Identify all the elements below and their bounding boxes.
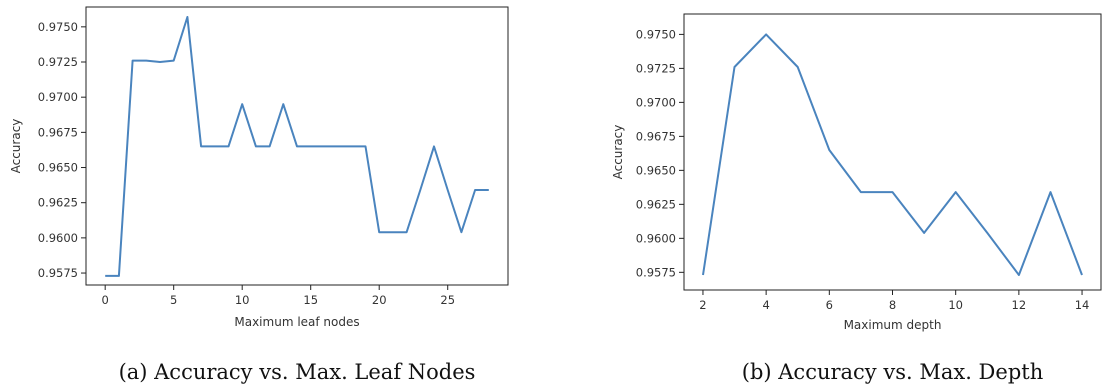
y-tick-label: 0.9675 bbox=[636, 129, 676, 143]
y-tick-label: 0.9625 bbox=[38, 196, 78, 210]
y-tick-label: 0.9600 bbox=[636, 231, 676, 245]
y-tick-label: 0.9725 bbox=[636, 61, 676, 75]
y-tick-label: 0.9700 bbox=[38, 90, 78, 104]
y-axis-label: Accuracy bbox=[9, 119, 23, 174]
x-tick-label: 12 bbox=[1012, 298, 1027, 312]
x-tick-label: 6 bbox=[826, 298, 833, 312]
x-tick-label: 15 bbox=[303, 293, 318, 307]
x-axis-label: Maximum leaf nodes bbox=[234, 315, 359, 329]
plot-frame bbox=[85, 6, 509, 286]
x-tick-label: 25 bbox=[440, 293, 455, 307]
y-tick-label: 0.9750 bbox=[38, 20, 78, 34]
chart-panel-b: 0.9575 0.9600 0.9625 0.9650 0.9675 0.9700 0.97… bbox=[611, 13, 1102, 384]
y-tick-label: 0.9650 bbox=[636, 163, 676, 177]
y-tick-label: 0.9575 bbox=[38, 266, 78, 280]
x-tick-label: 8 bbox=[889, 298, 896, 312]
y-tick-label: 0.9725 bbox=[38, 55, 78, 69]
y-tick-label: 0.9700 bbox=[636, 95, 676, 109]
figure-caption: (a) Accuracy vs. Max. Leaf Nodes bbox=[119, 360, 476, 384]
accuracy-line bbox=[702, 33, 1083, 276]
x-tick-label: 0 bbox=[102, 293, 109, 307]
x-tick-label: 10 bbox=[235, 293, 250, 307]
x-tick-label: 14 bbox=[1075, 298, 1090, 312]
x-tick-label: 10 bbox=[948, 298, 963, 312]
x-tick-label: 5 bbox=[170, 293, 177, 307]
y-axis-label: Accuracy bbox=[611, 125, 625, 180]
chart-panel-a: 0.9575 0.9600 0.9625 0.9650 0.9675 0.9700 0.97… bbox=[9, 6, 509, 384]
y-tick-label: 0.9675 bbox=[38, 125, 78, 139]
y-tick-label: 0.9650 bbox=[38, 161, 78, 175]
x-tick-label: 20 bbox=[372, 293, 387, 307]
x-tick-label: 4 bbox=[762, 298, 769, 312]
y-tick-label: 0.9575 bbox=[636, 265, 676, 279]
x-axis-label: Maximum depth bbox=[844, 318, 942, 332]
y-tick-label: 0.9750 bbox=[636, 27, 676, 41]
accuracy-line bbox=[105, 16, 489, 277]
y-tick-label: 0.9600 bbox=[38, 231, 78, 245]
x-tick-label: 2 bbox=[699, 298, 706, 312]
y-tick-label: 0.9625 bbox=[636, 197, 676, 211]
figure-caption: (b) Accuracy vs. Max. Depth bbox=[742, 360, 1043, 384]
